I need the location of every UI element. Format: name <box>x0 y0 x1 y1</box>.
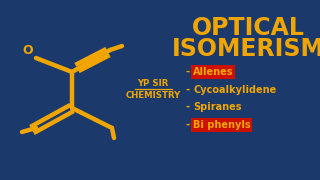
Text: -: - <box>185 120 189 130</box>
Text: Allenes: Allenes <box>193 67 234 77</box>
Text: Spiranes: Spiranes <box>193 102 242 112</box>
Text: OPTICAL: OPTICAL <box>192 16 304 40</box>
Text: -: - <box>185 102 189 112</box>
Text: Bi phenyls: Bi phenyls <box>193 120 251 130</box>
Text: Cycoalkylidene: Cycoalkylidene <box>193 85 276 95</box>
Text: -: - <box>185 85 189 95</box>
Text: -: - <box>185 67 189 77</box>
Text: YP SIR: YP SIR <box>137 78 169 87</box>
Text: O: O <box>23 44 33 57</box>
Text: CHEMISTRY: CHEMISTRY <box>125 91 180 100</box>
Text: ISOMERISM: ISOMERISM <box>172 37 320 61</box>
